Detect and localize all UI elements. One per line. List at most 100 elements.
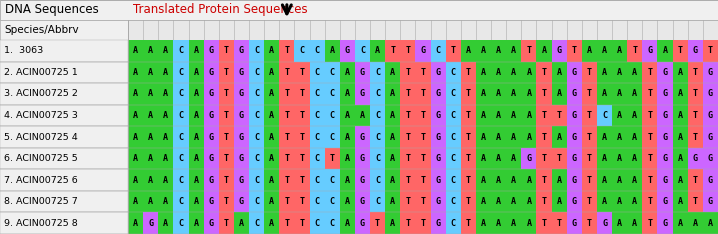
Text: T: T [648,89,653,98]
Text: T: T [299,68,304,77]
Text: T: T [421,197,426,206]
Text: A: A [526,68,531,77]
Bar [234,191,249,212]
Text: G: G [360,89,365,98]
Bar [309,105,325,126]
Text: T: T [375,219,380,228]
Text: A: A [633,197,638,206]
Bar [0,148,128,169]
Bar [567,212,582,234]
Text: G: G [360,68,365,77]
Text: C: C [179,111,183,120]
Text: Species/Abbrv: Species/Abbrv [4,25,79,35]
Bar [128,191,143,212]
Bar [249,105,264,126]
Bar [249,62,264,83]
Bar [325,212,340,234]
Text: A: A [633,176,638,185]
Bar [643,83,658,105]
Bar [673,126,688,148]
Text: G: G [239,68,244,77]
Bar [279,83,294,105]
Text: C: C [360,46,365,55]
Text: A: A [133,197,138,206]
Bar [643,126,658,148]
Text: C: C [375,132,380,142]
Text: T: T [299,89,304,98]
Bar [703,40,718,62]
Text: T: T [406,219,411,228]
Bar [143,169,158,191]
Bar [340,83,355,105]
Text: A: A [163,176,168,185]
Bar [506,62,521,83]
Text: A: A [496,154,501,163]
Bar [628,191,643,212]
Text: G: G [663,197,668,206]
Bar [703,126,718,148]
Text: T: T [224,111,229,120]
Text: A: A [481,197,486,206]
Text: T: T [693,132,698,142]
Text: A: A [133,219,138,228]
Bar [491,148,506,169]
Bar [688,148,703,169]
Text: C: C [254,132,259,142]
Bar [612,40,628,62]
Bar [597,212,612,234]
Text: G: G [360,197,365,206]
Text: C: C [375,111,380,120]
Bar [340,105,355,126]
Text: C: C [330,111,335,120]
Bar [446,148,461,169]
Text: G: G [663,154,668,163]
Text: G: G [526,154,531,163]
Bar [551,126,567,148]
Bar [158,126,173,148]
Text: A: A [617,111,623,120]
Bar [234,62,249,83]
Text: T: T [330,154,335,163]
Bar [264,169,279,191]
Text: G: G [556,46,561,55]
Bar [446,169,461,191]
Bar [158,40,173,62]
Text: C: C [375,197,380,206]
Bar [340,62,355,83]
Text: C: C [254,111,259,120]
Text: A: A [678,89,683,98]
Bar [612,83,628,105]
Bar [0,20,128,40]
Text: T: T [299,197,304,206]
Text: T: T [451,46,456,55]
Text: T: T [633,46,638,55]
Bar [582,126,597,148]
Text: T: T [299,111,304,120]
Bar [401,212,416,234]
Bar [128,20,718,40]
Bar [597,62,612,83]
Text: A: A [133,154,138,163]
Text: C: C [254,219,259,228]
Bar [0,40,128,62]
Bar [703,169,718,191]
Text: A: A [496,219,501,228]
Bar [628,212,643,234]
Bar [401,126,416,148]
Text: C: C [179,132,183,142]
Bar [431,62,446,83]
Bar [309,62,325,83]
Text: A: A [526,89,531,98]
Bar [597,191,612,212]
Text: A: A [617,176,623,185]
Text: T: T [708,46,713,55]
Bar [370,191,385,212]
Text: C: C [314,89,320,98]
Bar [567,83,582,105]
Text: C: C [330,89,335,98]
Text: T: T [299,176,304,185]
Text: A: A [633,132,638,142]
Bar [279,148,294,169]
Bar [370,169,385,191]
Text: A: A [511,111,516,120]
